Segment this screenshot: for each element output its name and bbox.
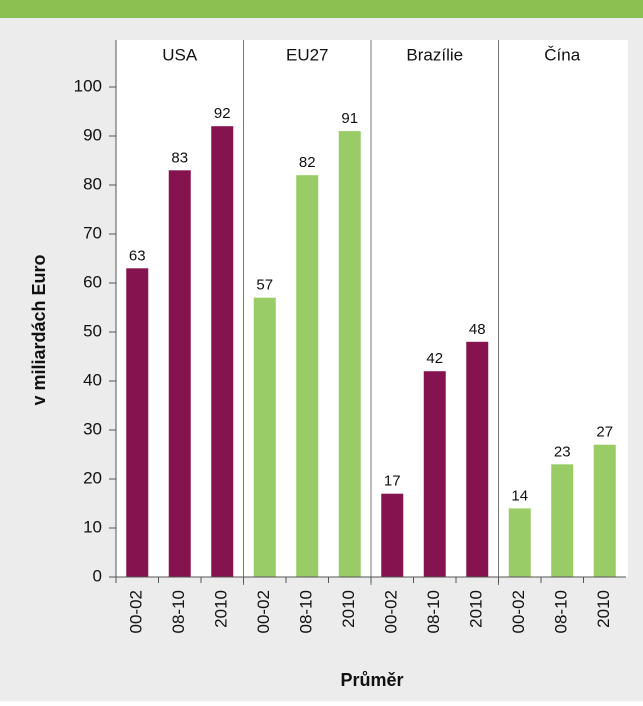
value-label: 27 (596, 424, 613, 441)
y-tick-label: 30 (83, 419, 102, 438)
bar (466, 341, 489, 577)
y-tick-label: 90 (83, 125, 102, 144)
bar (211, 126, 234, 577)
x-tick-label: 08-10 (424, 590, 443, 633)
bar (296, 175, 319, 577)
x-tick-label: 00-02 (254, 590, 273, 633)
value-label: 14 (511, 487, 528, 504)
bar (423, 371, 446, 577)
value-label: 42 (426, 350, 443, 367)
value-label: 23 (554, 443, 571, 460)
y-tick-label: 100 (74, 76, 102, 95)
x-tick-label: 08-10 (552, 590, 571, 633)
x-tick-label: 08-10 (169, 590, 188, 633)
bar (126, 268, 149, 577)
bar (381, 493, 404, 577)
bar (338, 131, 361, 577)
value-label: 91 (341, 110, 358, 127)
x-tick-label: 00-02 (509, 590, 528, 633)
value-label: 63 (129, 247, 146, 264)
value-label: 57 (256, 277, 273, 294)
bar (551, 464, 574, 577)
value-label: 48 (469, 321, 486, 338)
x-axis-title: Průměr (340, 670, 403, 690)
banner (0, 0, 643, 18)
y-axis-title: v miliardách Euro (29, 254, 49, 405)
value-label: 92 (214, 105, 231, 122)
plot-area (116, 40, 628, 577)
y-tick-label: 60 (83, 272, 102, 291)
bar (593, 444, 616, 577)
value-label: 83 (171, 149, 188, 166)
x-tick-label: 2010 (212, 590, 231, 628)
x-tick-label: 2010 (467, 590, 486, 628)
value-label: 17 (384, 473, 401, 490)
x-tick-label: 08-10 (297, 590, 316, 633)
bar (253, 297, 276, 577)
bar (508, 508, 531, 577)
y-tick-label: 80 (83, 174, 102, 193)
group-label: Čína (544, 45, 580, 64)
bar (168, 170, 191, 578)
group-label: USA (162, 45, 198, 64)
group-label: EU27 (286, 45, 329, 64)
x-tick-label: 2010 (594, 590, 613, 628)
y-tick-label: 40 (83, 370, 102, 389)
y-tick-label: 10 (83, 517, 102, 536)
y-tick-label: 0 (93, 566, 102, 585)
group-label: Brazílie (406, 45, 463, 64)
x-tick-label: 2010 (339, 590, 358, 628)
y-tick-label: 50 (83, 321, 102, 340)
x-tick-label: 00-02 (382, 590, 401, 633)
value-label: 82 (299, 154, 316, 171)
y-tick-label: 70 (83, 223, 102, 242)
x-tick-label: 00-02 (127, 590, 146, 633)
y-tick-label: 20 (83, 468, 102, 487)
